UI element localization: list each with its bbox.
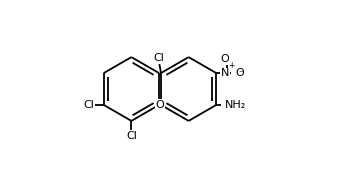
Text: O: O: [155, 100, 164, 110]
Text: N: N: [221, 68, 230, 78]
Text: ⁻: ⁻: [238, 70, 243, 80]
Text: +: +: [228, 61, 235, 70]
Text: NH₂: NH₂: [225, 100, 246, 110]
Text: O: O: [235, 68, 244, 78]
Text: Cl: Cl: [83, 100, 94, 110]
Text: O: O: [221, 54, 230, 64]
Text: Cl: Cl: [126, 131, 137, 141]
Text: Cl: Cl: [153, 53, 164, 63]
